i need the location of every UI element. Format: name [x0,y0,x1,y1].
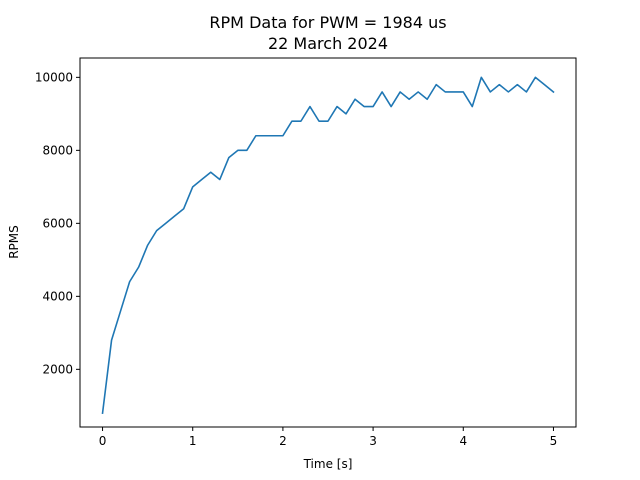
plot-frame [79,57,577,428]
y-tick-label: 4000 [42,289,73,303]
y-tick-label: 6000 [42,216,73,230]
series-group [101,76,555,415]
y-tick-label: 8000 [42,143,73,157]
chart-subtitle: 22 March 2024 [268,34,388,53]
chart-title: RPM Data for PWM = 1984 us [209,13,446,32]
x-tick-label: 3 [369,434,377,448]
x-tick-label: 4 [459,434,467,448]
x-axis-label: Time [s] [303,457,353,471]
axis-ticks: 0 1 2 3 4 5 2000 4000 6000 8000 10000 [35,70,557,448]
rpm-series-line [101,76,555,415]
x-tick-label: 1 [189,434,197,448]
y-axis-label: RPMS [7,225,21,259]
x-tick-label: 5 [550,434,558,448]
x-tick-label: 0 [99,434,107,448]
y-tick-label: 2000 [42,362,73,376]
y-tick-label: 10000 [35,70,73,84]
x-tick-label: 2 [279,434,287,448]
